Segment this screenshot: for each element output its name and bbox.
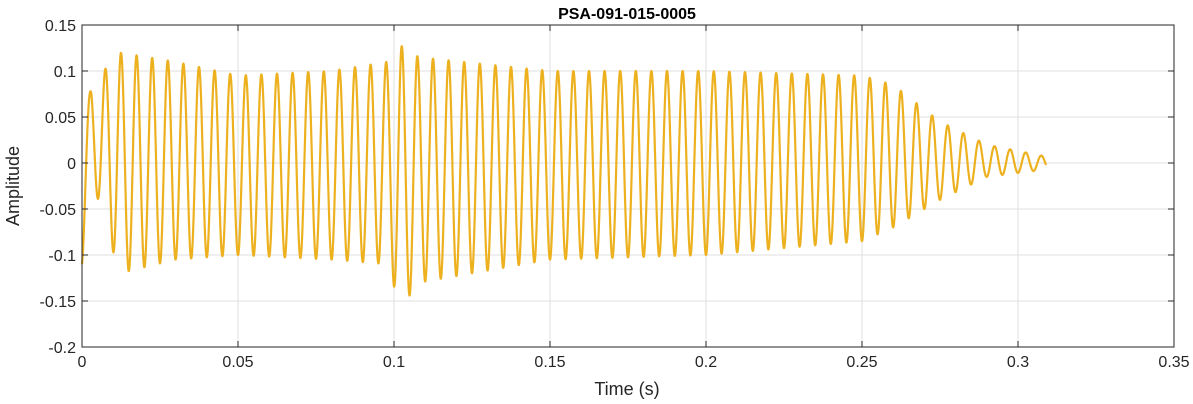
ticks: 0 0.05 0.1 0.15 0.2 0.25 0.3 0.35 -0.2 -0.15 -0.1 -…	[40, 18, 1190, 371]
y-tick-label: 0	[67, 156, 76, 173]
y-tick-label: 0.1	[54, 64, 76, 81]
x-tick-label: 0.35	[1158, 354, 1189, 371]
series-line-0	[80, 45, 1048, 297]
series-layer	[80, 45, 1048, 297]
y-axis-label: Amplitude	[3, 146, 23, 226]
x-tick-label: 0	[78, 354, 87, 371]
x-tick-label: 0.2	[695, 354, 717, 371]
x-axis-label: Time (s)	[594, 379, 659, 399]
y-tick-label: -0.15	[40, 294, 77, 311]
x-tick-label: 0.1	[383, 354, 405, 371]
y-tick-label: -0.05	[40, 202, 77, 219]
x-tick-label: 0.05	[222, 354, 253, 371]
x-tick-label: 0.25	[846, 354, 877, 371]
y-tick-label: -0.2	[48, 340, 76, 357]
x-tick-label: 0.15	[534, 354, 565, 371]
plot-frame	[81, 24, 1175, 348]
x-tick-label: 0.3	[1007, 354, 1029, 371]
y-tick-label: -0.1	[48, 248, 76, 265]
y-tick-label: 0.05	[45, 110, 76, 127]
chart-title: PSA-091-015-0005	[558, 6, 696, 23]
y-tick-label: 0.15	[45, 18, 76, 35]
